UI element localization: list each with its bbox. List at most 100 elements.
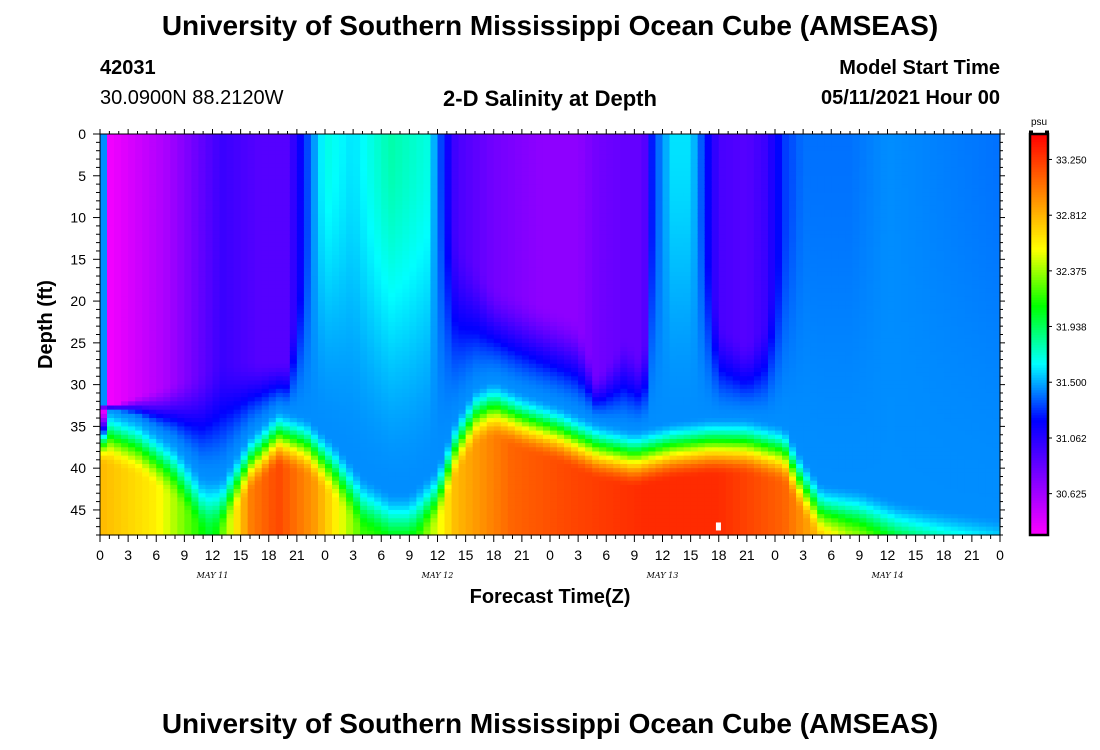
heatmap-cell: [374, 367, 382, 373]
heatmap-cell: [226, 342, 235, 348]
heatmap-cell: [325, 422, 333, 427]
heatmap-cell: [275, 380, 284, 386]
heatmap-cell: [100, 359, 108, 365]
heatmap-cell: [430, 296, 439, 302]
heatmap-cell: [163, 438, 171, 444]
heatmap-cell: [247, 213, 256, 219]
heatmap-cell: [177, 280, 185, 285]
heatmap-cell: [430, 188, 439, 194]
heatmap-cell: [177, 234, 185, 240]
heatmap-cell: [360, 146, 368, 152]
heatmap-cell: [395, 384, 403, 390]
heatmap-cell: [149, 292, 157, 298]
heatmap-cell: [233, 326, 242, 331]
heatmap-cell: [233, 430, 242, 436]
heatmap-cell: [353, 376, 361, 382]
heatmap-cell: [367, 238, 375, 244]
heatmap-cell: [409, 347, 418, 352]
heatmap-cell: [353, 150, 361, 156]
heatmap-cell: [233, 150, 242, 156]
heatmap-cell: [451, 522, 460, 528]
heatmap-cell: [170, 250, 178, 256]
heatmap-cell: [416, 413, 425, 419]
heatmap-cell: [458, 296, 467, 302]
heatmap-cell: [156, 342, 164, 348]
heatmap-cell: [177, 376, 185, 382]
heatmap-cell: [423, 313, 432, 319]
heatmap-cell: [212, 334, 221, 340]
heatmap-cell: [149, 276, 157, 281]
heatmap-cell: [374, 376, 382, 382]
heatmap-cell: [275, 276, 284, 281]
heatmap-cell: [128, 200, 136, 206]
heatmap-cell: [325, 388, 333, 394]
heatmap-cell: [240, 276, 249, 281]
heatmap-cell: [261, 230, 270, 235]
heatmap-cell: [367, 430, 375, 436]
heatmap-cell: [226, 367, 235, 373]
heatmap-cell: [205, 196, 214, 202]
heatmap-cell: [367, 230, 375, 235]
heatmap-cell: [437, 263, 446, 269]
heatmap-cell: [409, 221, 418, 227]
heatmap-cell: [303, 359, 312, 365]
heatmap-cell: [325, 401, 333, 407]
heatmap-cell: [149, 296, 157, 302]
heatmap-cell: [198, 159, 207, 164]
heatmap-cell: [303, 501, 312, 507]
heatmap-cell: [219, 493, 228, 499]
heatmap-cell: [170, 472, 178, 478]
heatmap-cell: [233, 505, 242, 511]
heatmap-cell: [198, 489, 207, 494]
heatmap-cell: [163, 280, 171, 285]
heatmap-cell: [430, 196, 439, 202]
heatmap-cell: [444, 317, 453, 323]
heatmap-cell: [247, 459, 256, 465]
heatmap-cell: [388, 447, 396, 453]
heatmap-cell: [191, 526, 200, 532]
heatmap-cell: [170, 267, 178, 273]
heatmap-cell: [332, 355, 340, 361]
heatmap-cell: [100, 250, 108, 256]
heatmap-cell: [289, 363, 298, 369]
heatmap-cell: [388, 276, 396, 281]
heatmap-cell: [261, 497, 270, 503]
heatmap-cell: [261, 234, 270, 240]
heatmap-cell: [458, 317, 467, 323]
heatmap-cell: [437, 359, 446, 365]
heatmap-cell: [458, 263, 467, 269]
heatmap-cell: [339, 418, 347, 423]
heatmap-cell: [128, 505, 136, 511]
heatmap-cell: [409, 434, 418, 440]
heatmap-cell: [325, 317, 333, 323]
heatmap-cell: [128, 501, 136, 507]
heatmap-cell: [100, 255, 108, 260]
heatmap-cell: [423, 447, 432, 453]
heatmap-cell: [416, 163, 425, 169]
heatmap-cell: [303, 317, 312, 323]
heatmap-cell: [458, 196, 467, 202]
heatmap-cell: [135, 480, 143, 486]
heatmap-cell: [339, 367, 347, 373]
heatmap-cell: [296, 413, 305, 419]
heatmap-cell: [437, 154, 446, 160]
heatmap-cell: [100, 242, 108, 248]
heatmap-cell: [402, 142, 410, 148]
heatmap-cell: [156, 522, 164, 528]
heatmap-cell: [107, 505, 115, 511]
heatmap-cell: [212, 179, 221, 185]
heatmap-cell: [128, 376, 136, 382]
heatmap-cell: [261, 276, 270, 281]
heatmap-cell: [296, 476, 305, 482]
heatmap-cell: [402, 267, 410, 273]
heatmap-cell: [303, 472, 312, 478]
heatmap-cell: [388, 263, 396, 269]
heatmap-cell: [409, 338, 418, 344]
heatmap-cell: [430, 505, 439, 511]
heatmap-cell: [100, 188, 108, 194]
heatmap-cell: [437, 430, 446, 436]
heatmap-cell: [191, 463, 200, 469]
heatmap-cell: [268, 200, 277, 206]
heatmap-cell: [409, 280, 418, 285]
heatmap-cell: [317, 522, 326, 528]
